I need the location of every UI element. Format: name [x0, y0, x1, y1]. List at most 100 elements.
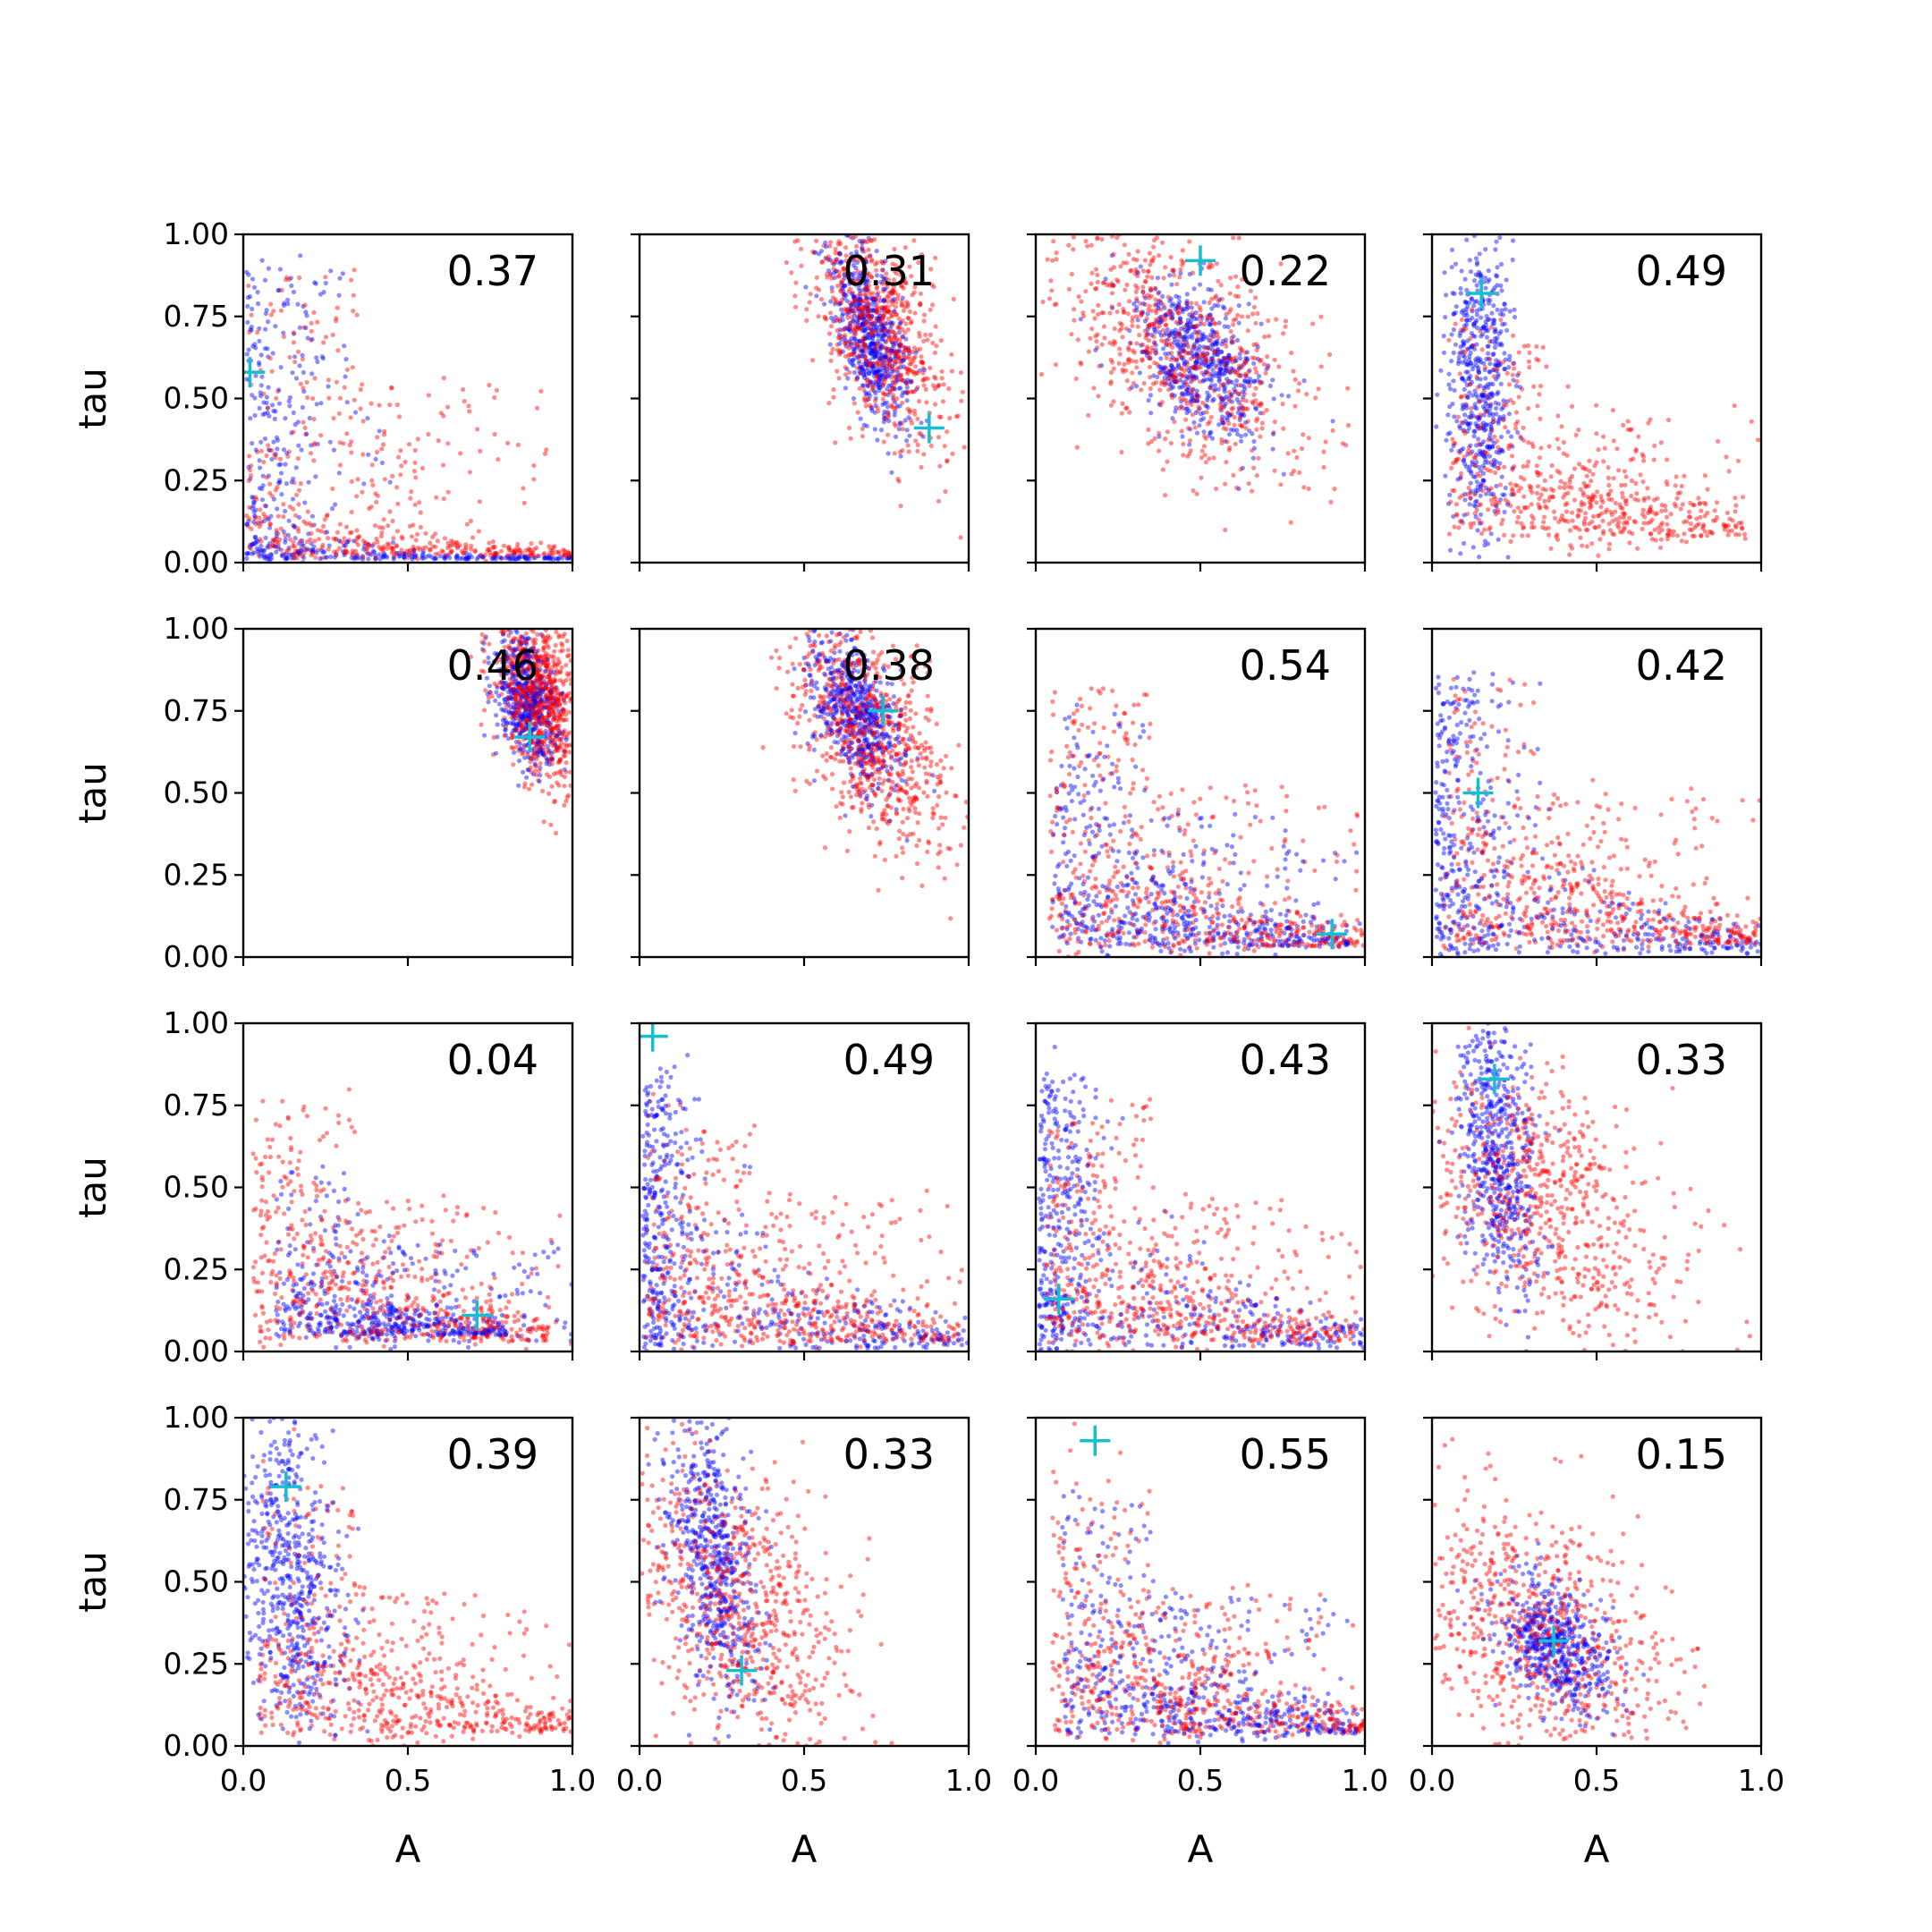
point-red [855, 343, 860, 349]
point-red [915, 442, 920, 447]
point-blue [1497, 361, 1503, 367]
point-blue [847, 320, 853, 326]
point-red [1495, 364, 1500, 369]
point-red [546, 666, 551, 672]
point-red [292, 360, 298, 365]
point-blue [857, 343, 862, 349]
point-red [1622, 512, 1627, 518]
point-red [827, 240, 834, 245]
point-blue [1444, 292, 1449, 298]
point-red [249, 547, 254, 552]
point-red [1207, 419, 1212, 425]
point-blue [1496, 420, 1501, 426]
point-red [1493, 512, 1499, 517]
point-red [903, 280, 909, 286]
point-red [557, 713, 563, 718]
point-red [1148, 287, 1154, 292]
point-red [1231, 318, 1236, 323]
point-blue [1454, 419, 1460, 424]
point-red [336, 546, 342, 551]
point-blue [1212, 383, 1217, 388]
point-red [311, 309, 317, 315]
point-blue [1212, 352, 1217, 358]
point-red [1243, 398, 1249, 403]
point-blue [1170, 354, 1175, 360]
point-red [417, 547, 422, 552]
point-blue [827, 258, 834, 263]
point-red [269, 447, 275, 453]
point-red [1291, 369, 1296, 374]
point-blue [1176, 350, 1182, 355]
point-red [349, 277, 354, 283]
point-blue [857, 338, 863, 343]
point-red [1521, 504, 1528, 510]
point-blue [527, 556, 532, 562]
point-blue [897, 421, 902, 428]
point-red [512, 636, 517, 641]
point-blue [1182, 393, 1187, 398]
point-red [904, 366, 911, 371]
point-red [257, 515, 262, 521]
point-blue [1476, 399, 1481, 404]
point-blue [1236, 303, 1241, 309]
point-red [544, 657, 549, 662]
point-blue [1480, 420, 1487, 426]
point-red [550, 553, 555, 558]
point-blue [521, 714, 526, 719]
point-red [928, 307, 933, 312]
point-blue [1301, 378, 1307, 384]
point-blue [292, 354, 298, 360]
point-red [1715, 500, 1720, 505]
point-blue [1488, 394, 1495, 400]
point-red [1109, 304, 1114, 309]
point-blue [890, 340, 895, 345]
point-blue [1192, 360, 1199, 365]
point-red [400, 551, 406, 556]
point-blue [1271, 396, 1276, 402]
point-blue [1233, 358, 1239, 363]
point-red [1144, 350, 1149, 355]
point-blue [1247, 368, 1252, 373]
point-red [1477, 399, 1482, 404]
point-red [559, 665, 564, 671]
point-blue [863, 390, 869, 395]
point-blue [1179, 404, 1184, 410]
point-red [487, 540, 492, 546]
point-blue [890, 369, 895, 374]
point-red [1139, 313, 1144, 318]
point-blue [1190, 335, 1195, 341]
point-blue [1473, 474, 1479, 479]
point-blue [1134, 298, 1140, 304]
point-red [1114, 235, 1120, 241]
point-red [887, 388, 893, 394]
point-blue [263, 535, 268, 540]
point-red [1158, 402, 1164, 408]
point-red [1741, 495, 1746, 500]
point-red [911, 238, 917, 243]
point-red [1188, 374, 1193, 379]
point-blue [332, 555, 338, 560]
point-red [1512, 464, 1517, 470]
point-blue [1476, 365, 1481, 370]
point-red [1204, 410, 1209, 415]
point-blue [1466, 426, 1472, 431]
point-red [449, 538, 454, 544]
point-red [1140, 342, 1146, 348]
point-blue [872, 427, 877, 432]
point-blue [1477, 269, 1482, 275]
point-red [499, 684, 504, 691]
point-red [1199, 313, 1204, 318]
point-red [1501, 402, 1507, 407]
point-blue [1140, 310, 1145, 317]
point-red [891, 384, 896, 389]
point-red [466, 403, 471, 409]
point-red [915, 448, 920, 453]
point-blue [1480, 394, 1487, 400]
point-blue [466, 556, 471, 562]
point-red [1235, 367, 1241, 372]
point-red [1254, 427, 1259, 432]
point-red [562, 548, 567, 554]
point-red [876, 373, 881, 379]
point-red [1521, 437, 1527, 443]
point-blue [292, 422, 298, 428]
